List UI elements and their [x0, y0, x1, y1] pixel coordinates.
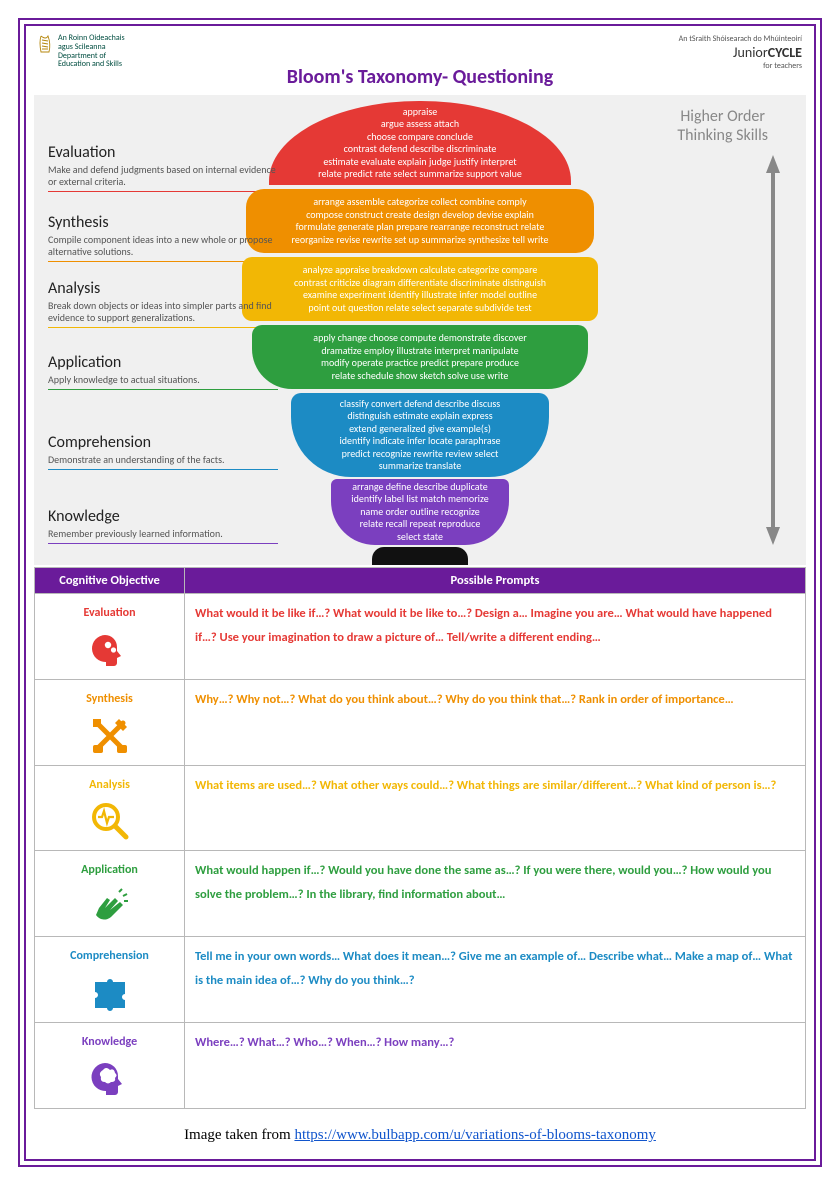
jc-brand-2: CYCLE [768, 44, 802, 61]
head-brain-icon [45, 1058, 174, 1100]
jc-subtitle: for teachers [679, 61, 802, 71]
table-row: AnalysisWhat items are used…? What other… [35, 765, 806, 851]
table-row: KnowledgeWhere…? What…? Who…? When…? How… [35, 1022, 806, 1108]
bulb-band-analysis: analyze appraise breakdown calculate cat… [242, 257, 598, 321]
prompt-cell-comprehension: Tell me in your own words… What does it … [185, 937, 806, 1023]
level-label-knowledge: KnowledgeRemember previously learned inf… [48, 507, 278, 544]
prompts-table: Cognitive Objective Possible Prompts Eva… [34, 567, 806, 1109]
level-label-analysis: AnalysisBreak down objects or ideas into… [48, 279, 278, 328]
table-row: EvaluationWhat would it be like if…? Wha… [35, 594, 806, 680]
jc-brand-1: Junior [733, 44, 768, 61]
level-label-evaluation: EvaluationMake and defend judgments base… [48, 143, 278, 192]
dept-logo: An Roinn Oideachais agus Scileanna Depar… [38, 34, 125, 69]
bulb-band-comprehension: classify convert defend describe discuss… [291, 393, 549, 477]
th-objective: Cognitive Objective [35, 568, 185, 594]
crossed-tools-icon [45, 715, 174, 757]
bulb-base [372, 547, 468, 565]
dept-name-en-2: Education and Skills [58, 60, 125, 69]
th-prompts: Possible Prompts [185, 568, 806, 594]
bulb-band-evaluation: appraiseargue assess attachchoose compar… [269, 101, 571, 185]
table-row: SynthesisWhy…? Why not…? What do you thi… [35, 679, 806, 765]
juniorcycle-logo: An tSraith Shóisearach do Mhúinteoirí Ju… [679, 34, 802, 71]
harp-icon [38, 34, 52, 56]
table-row: ApplicationWhat would happen if…? Would … [35, 851, 806, 937]
clap-hands-icon [45, 886, 174, 928]
objective-cell-comprehension: Comprehension [35, 937, 185, 1023]
puzzle-icon [45, 972, 174, 1014]
higher-order-label: Higher Order Thinking Skills [677, 107, 768, 145]
jc-tagline: An tSraith Shóisearach do Mhúinteoirí [679, 34, 802, 44]
image-credit: Image taken from https://www.bulbapp.com… [34, 1127, 806, 1144]
objective-cell-application: Application [35, 851, 185, 937]
objective-cell-evaluation: Evaluation [35, 594, 185, 680]
bulb-band-synthesis: arrange assemble categorize collect comb… [246, 189, 594, 253]
magnifier-pulse-icon [45, 800, 174, 842]
prompt-cell-application: What would happen if…? Would you have do… [185, 851, 806, 937]
double-arrow-icon [766, 155, 780, 545]
outer-border: An Roinn Oideachais agus Scileanna Depar… [18, 18, 822, 1167]
level-label-synthesis: SynthesisCompile component ideas into a … [48, 213, 278, 262]
bulb-band-application: apply change choose compute demonstrate … [252, 325, 588, 389]
credit-link[interactable]: https://www.bulbapp.com/u/variations-of-… [294, 1127, 655, 1143]
objective-cell-knowledge: Knowledge [35, 1022, 185, 1108]
head-gears-icon [45, 629, 174, 671]
objective-cell-synthesis: Synthesis [35, 679, 185, 765]
inner-border: An Roinn Oideachais agus Scileanna Depar… [24, 24, 816, 1161]
prompt-cell-analysis: What items are used…? What other ways co… [185, 765, 806, 851]
level-label-comprehension: ComprehensionDemonstrate an understandin… [48, 433, 278, 470]
prompt-cell-synthesis: Why…? Why not…? What do you think about…… [185, 679, 806, 765]
table-row: ComprehensionTell me in your own words… … [35, 937, 806, 1023]
prompt-cell-knowledge: Where…? What…? Who…? When…? How many…? [185, 1022, 806, 1108]
level-label-application: ApplicationApply knowledge to actual sit… [48, 353, 278, 390]
taxonomy-figure: Higher Order Thinking Skills appraisearg… [34, 95, 806, 565]
bulb-band-knowledge: arrange define describe duplicateidentif… [331, 479, 509, 545]
prompt-cell-evaluation: What would it be like if…? What would it… [185, 594, 806, 680]
objective-cell-analysis: Analysis [35, 765, 185, 851]
